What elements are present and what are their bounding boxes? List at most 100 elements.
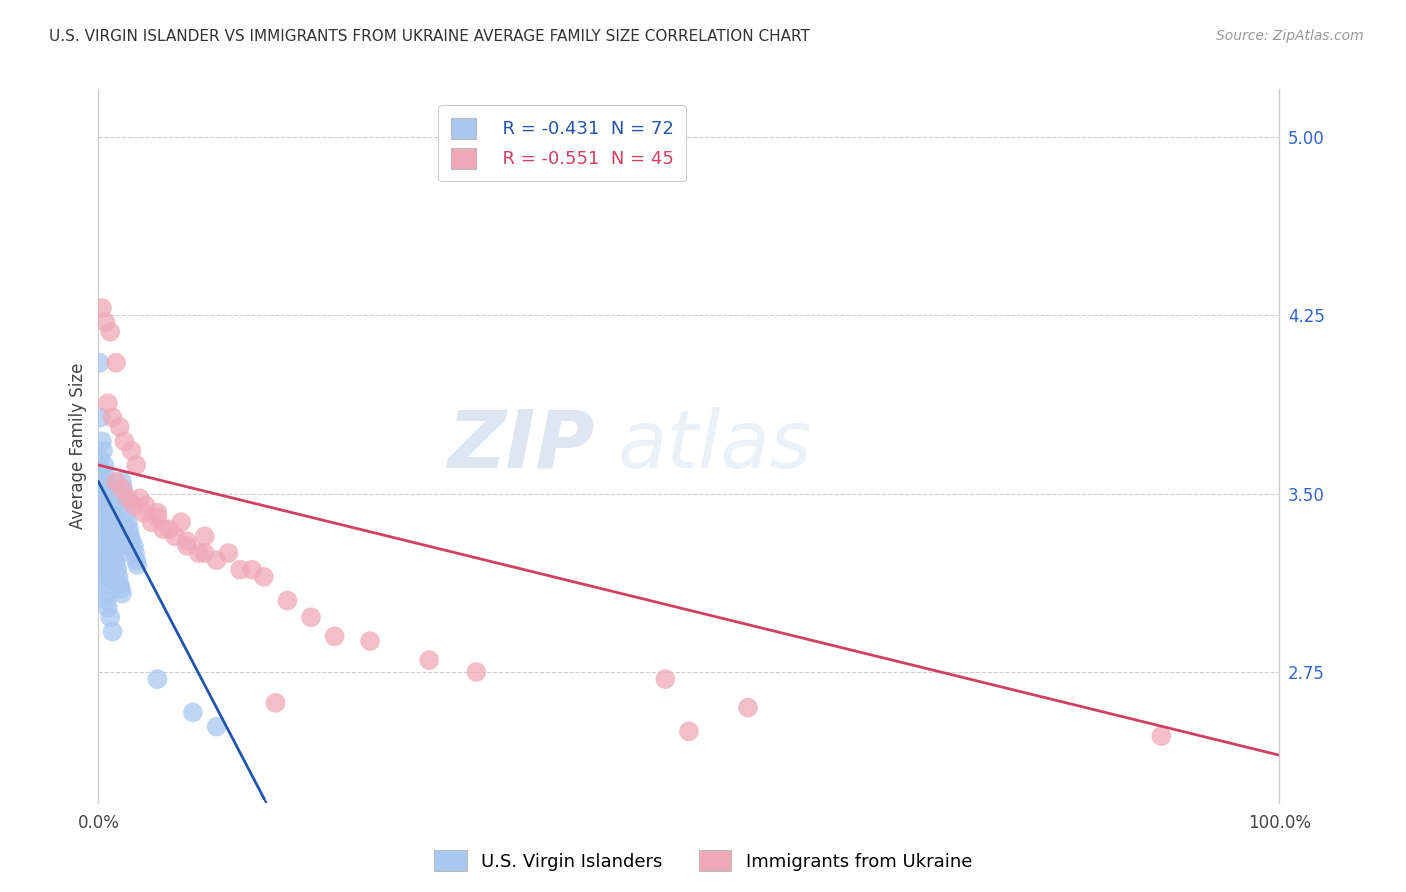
Point [111, 586, 134, 600]
Point [101, 539, 124, 553]
Point [146, 672, 169, 686]
Point [120, 529, 142, 543]
Point [152, 522, 174, 536]
Text: atlas: atlas [619, 407, 813, 485]
Point [91, 443, 114, 458]
Point [117, 515, 139, 529]
Point [121, 534, 143, 549]
Point [101, 624, 124, 639]
Point [90, 410, 112, 425]
Point [103, 546, 125, 560]
Point [104, 553, 127, 567]
Point [98, 610, 121, 624]
Point [465, 665, 488, 679]
Point [91, 522, 114, 536]
Point [96, 593, 118, 607]
Point [128, 491, 150, 506]
Point [105, 475, 128, 489]
Point [101, 410, 124, 425]
Point [103, 510, 125, 524]
Point [187, 546, 209, 560]
Point [170, 515, 193, 529]
Point [1150, 729, 1173, 743]
Point [678, 724, 700, 739]
Point [97, 563, 120, 577]
Point [157, 522, 180, 536]
Point [229, 563, 252, 577]
Point [91, 486, 114, 500]
Point [93, 577, 115, 591]
Point [141, 515, 163, 529]
Point [323, 629, 346, 643]
Point [107, 534, 129, 549]
Point [112, 434, 135, 449]
Point [108, 577, 131, 591]
Point [105, 529, 128, 543]
Point [115, 506, 138, 520]
Point [118, 522, 141, 536]
Point [117, 491, 139, 506]
Point [101, 506, 124, 520]
Point [217, 546, 239, 560]
Y-axis label: Average Family Size: Average Family Size [69, 363, 87, 529]
Point [104, 515, 127, 529]
Point [264, 696, 287, 710]
Point [93, 458, 115, 472]
Point [299, 610, 322, 624]
Point [111, 482, 134, 496]
Point [96, 553, 118, 567]
Point [98, 529, 121, 543]
Point [90, 553, 112, 567]
Point [181, 706, 204, 720]
Point [96, 475, 118, 489]
Point [96, 506, 118, 520]
Point [105, 356, 128, 370]
Point [107, 570, 129, 584]
Point [94, 546, 117, 560]
Point [114, 499, 136, 513]
Point [98, 491, 121, 506]
Point [91, 434, 114, 449]
Point [100, 499, 122, 513]
Point [205, 720, 228, 734]
Text: ZIP: ZIP [447, 407, 595, 485]
Point [89, 539, 111, 553]
Point [89, 356, 111, 370]
Point [194, 546, 217, 560]
Point [122, 499, 145, 513]
Point [93, 491, 115, 506]
Point [91, 570, 114, 584]
Point [97, 600, 120, 615]
Point [91, 301, 114, 315]
Point [91, 475, 114, 489]
Point [110, 546, 132, 560]
Point [97, 482, 120, 496]
Point [93, 534, 115, 549]
Text: U.S. VIRGIN ISLANDER VS IMMIGRANTS FROM UKRAINE AVERAGE FAMILY SIZE CORRELATION : U.S. VIRGIN ISLANDER VS IMMIGRANTS FROM … [49, 29, 810, 44]
Point [359, 634, 381, 648]
Point [240, 563, 263, 577]
Point [418, 653, 440, 667]
Point [108, 539, 131, 553]
Point [132, 506, 155, 520]
Point [654, 672, 676, 686]
Point [97, 515, 120, 529]
Point [105, 522, 128, 536]
Point [121, 443, 143, 458]
Point [105, 563, 128, 577]
Legend:   R = -0.431  N = 72,   R = -0.551  N = 45: R = -0.431 N = 72, R = -0.551 N = 45 [439, 105, 686, 181]
Point [737, 700, 759, 714]
Point [105, 558, 128, 572]
Point [127, 558, 149, 572]
Point [253, 570, 276, 584]
Point [122, 539, 145, 553]
Point [194, 529, 217, 543]
Point [176, 534, 198, 549]
Point [165, 529, 187, 543]
Point [176, 539, 198, 553]
Point [125, 458, 148, 472]
Point [98, 570, 121, 584]
Point [124, 546, 146, 560]
Point [98, 325, 121, 339]
Point [94, 315, 117, 329]
